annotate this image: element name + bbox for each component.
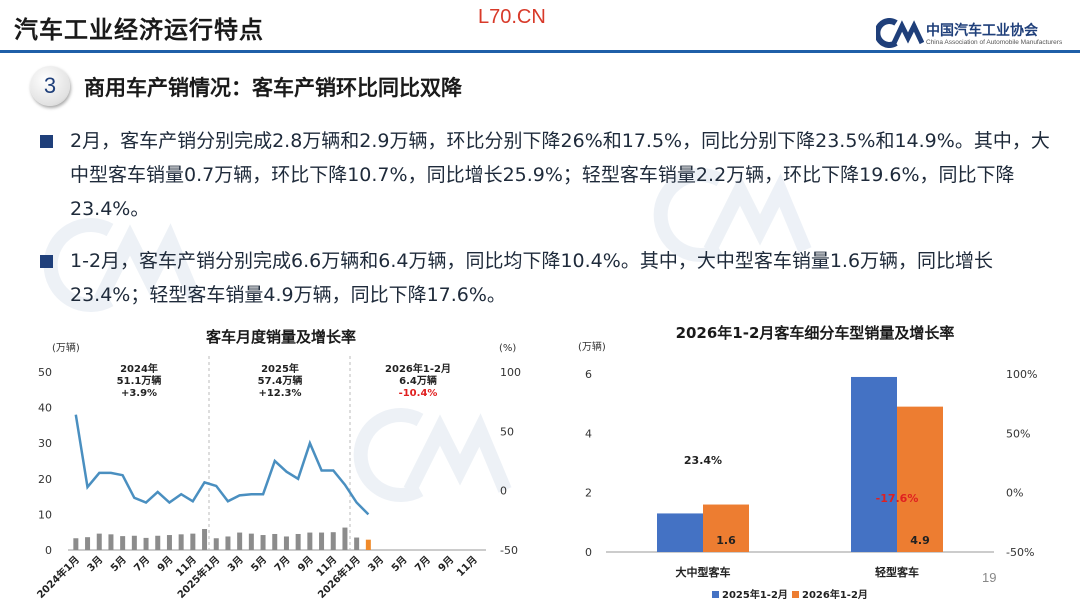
chart1-left-tick: 20 — [38, 473, 52, 486]
page-number: 19 — [982, 570, 997, 585]
sales-bar — [120, 536, 126, 550]
chart2-right-tick: -50% — [1006, 546, 1034, 559]
sales-bar — [330, 532, 336, 550]
chart1-left-unit: (万辆) — [52, 341, 80, 354]
bar-value-label: 4.9 — [910, 534, 930, 547]
logo-english-name: China Association of Automobile Manufact… — [926, 39, 1063, 46]
chart1-right-tick: 50 — [500, 425, 514, 438]
chart2-right-tick: 50% — [1006, 427, 1030, 440]
chart2-right-tick: 0% — [1006, 487, 1023, 500]
sales-bar — [225, 536, 231, 550]
chart1-left-tick: 10 — [38, 508, 52, 521]
section-heading: 商用车产销情况：客车产销环比同比双降 — [84, 76, 462, 100]
chart2-right-tick: 100% — [1006, 368, 1037, 381]
chart2-category-label: 大中型客车 — [676, 565, 731, 579]
bullet-paragraph-1: 2月，客车产销分别完成2.8万辆和2.9万辆，环比分别下降26%和17.5%，同… — [70, 130, 1050, 220]
sales-bar — [202, 528, 208, 550]
chart1-left-tick: 40 — [38, 402, 52, 415]
chart1-right-unit: (%) — [499, 343, 516, 354]
period-volume: 57.4万辆 — [258, 374, 303, 387]
sales-bar — [131, 535, 137, 550]
sales-bar — [342, 527, 348, 550]
legend-swatch — [792, 591, 799, 598]
chart1-left-tick: 50 — [38, 366, 52, 379]
chart2-left-unit: (万辆) — [578, 340, 606, 353]
caam-logo-icon — [876, 18, 924, 48]
period-growth: +12.3% — [258, 388, 301, 399]
sales-bar — [295, 533, 301, 550]
sales-bar — [85, 537, 91, 550]
sales-bar — [108, 534, 114, 550]
sales-bar — [354, 537, 360, 550]
chart1-right-tick: 100 — [500, 366, 521, 379]
legend-swatch — [712, 591, 719, 598]
sales-bar — [248, 533, 254, 550]
period-volume: 6.4万辆 — [399, 374, 437, 387]
growth-label: -17.6% — [876, 492, 919, 505]
page-title: 汽车工业经济运行特点 — [14, 16, 264, 44]
bar-value-label: 1.6 — [716, 534, 736, 547]
sales-bar — [178, 534, 184, 550]
sales-bar — [96, 533, 102, 550]
period-label: 2024年 — [120, 362, 158, 375]
period-growth: +3.9% — [121, 388, 157, 399]
growth-rate-line — [74, 414, 370, 516]
logo-name: 中国汽车工业协会 — [926, 23, 1038, 39]
chart2-category-label: 轻型客车 — [875, 565, 919, 579]
segment-bar — [897, 406, 943, 552]
sales-bar — [190, 533, 196, 550]
header-divider — [0, 50, 1080, 53]
bullet-square-icon — [40, 135, 53, 148]
chart1-title: 客车月度销量及增长率 — [205, 328, 356, 346]
period-growth: -10.4% — [399, 388, 438, 399]
chart1-right-tick: 0 — [500, 485, 507, 498]
period-volume: 51.1万辆 — [117, 374, 162, 387]
chart2-left-tick: 2 — [585, 487, 592, 500]
sales-bar — [365, 539, 371, 550]
chart1-right-tick: -50 — [500, 544, 518, 557]
bullet-paragraph-2: 1-2月，客车产销分别完成6.6万辆和6.4万辆，同比均下降10.4%。其中，大… — [70, 250, 994, 306]
chart2-title: 2026年1-2月客车细分车型销量及增长率 — [676, 324, 955, 342]
segment-bar — [657, 513, 703, 552]
segment-bar — [851, 376, 897, 552]
growth-label: 23.4% — [684, 454, 722, 467]
segment-bar — [703, 504, 749, 552]
period-label: 2025年 — [261, 362, 299, 375]
period-label: 2026年1-2月 — [385, 362, 451, 375]
caam-logo: 中国汽车工业协会 China Association of Automobile… — [876, 18, 1076, 52]
sales-bar — [155, 535, 161, 550]
site-watermark-text: L70.CN — [478, 6, 546, 28]
sales-bar — [166, 535, 172, 550]
chart1-left-tick: 0 — [45, 544, 52, 557]
sales-bar — [283, 536, 289, 550]
sales-bar — [237, 532, 243, 550]
sales-bar — [307, 532, 313, 550]
sales-bar — [73, 538, 79, 550]
chart1-left-tick: 30 — [38, 437, 52, 450]
sales-bar — [143, 537, 149, 550]
sales-bar — [260, 535, 266, 550]
sales-bar — [213, 538, 219, 550]
sales-bar — [272, 533, 278, 550]
chart2-left-tick: 4 — [585, 427, 592, 440]
legend-label: 2025年1-2月 — [722, 588, 788, 601]
bullet-square-icon — [40, 255, 53, 268]
sales-bar — [319, 532, 325, 550]
chart2-left-tick: 6 — [585, 368, 592, 381]
legend-label: 2026年1-2月 — [802, 588, 868, 601]
section-number-badge: 3 — [30, 66, 70, 106]
chart2-left-tick: 0 — [585, 546, 592, 559]
